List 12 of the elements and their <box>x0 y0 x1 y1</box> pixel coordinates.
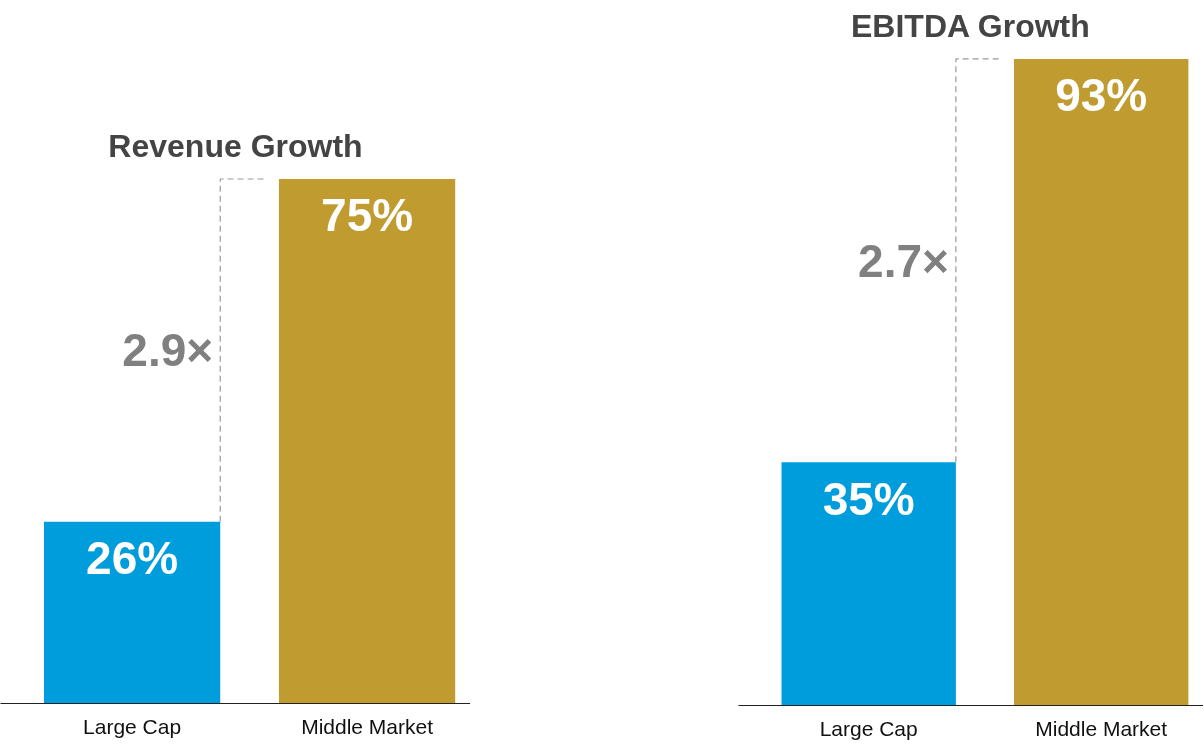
annotation: 2.7× <box>858 234 949 287</box>
data-label: 75% <box>321 189 414 242</box>
annotation: 2.9× <box>122 324 214 377</box>
data-label: 26% <box>86 532 179 585</box>
chart-title: Revenue Growth <box>108 127 363 164</box>
x-tick-label: Large Cap <box>83 714 182 738</box>
chart-title: EBITDA Growth <box>851 7 1090 44</box>
x-tick-label: Large Cap <box>819 716 918 740</box>
data-label: 93% <box>1055 69 1148 122</box>
x-tick-label: Middle Market <box>1035 716 1168 740</box>
data-label: 35% <box>822 472 915 525</box>
x-tick-label: Middle Market <box>301 714 434 738</box>
